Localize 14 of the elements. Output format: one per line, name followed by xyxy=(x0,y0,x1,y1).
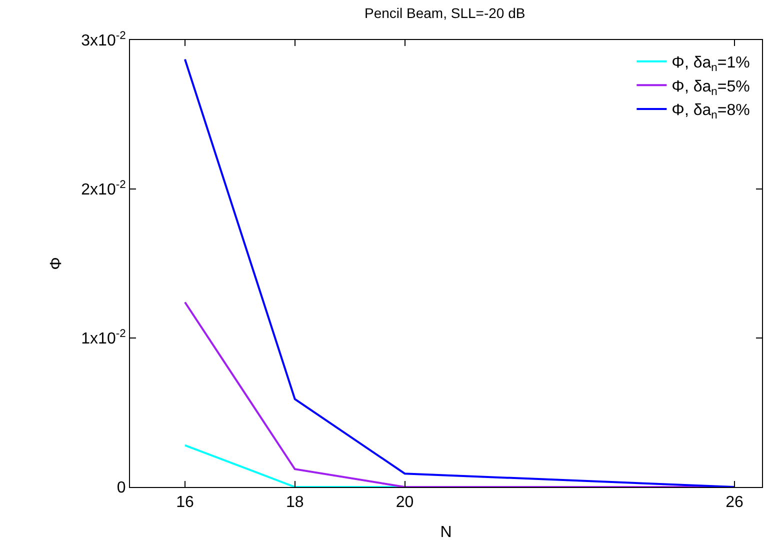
y-tick-label: 3x10$^{-2}$ xyxy=(81,30,126,50)
x-tick-label: 26 xyxy=(726,494,744,512)
legend-label: Φ, δa$_{n}$=5% xyxy=(672,78,750,98)
chart-title: Pencil Beam, SLL=-20 dB xyxy=(364,5,526,22)
legend-label: Φ, δa$_{n}$=1% xyxy=(672,54,750,74)
x-axis-title: N xyxy=(440,524,452,541)
y-tick-label: 2x10$^{-2}$ xyxy=(81,178,126,199)
y-tick-label: 0 xyxy=(116,480,126,497)
y-tick-label: 1x10$^{-2}$ xyxy=(81,328,126,348)
legend-label: Φ, δa$_{n}$=8% xyxy=(672,102,750,122)
x-tick-label: 20 xyxy=(396,494,414,512)
y-axis-title: Φ xyxy=(48,257,66,270)
x-tick-label: 16 xyxy=(176,494,194,512)
x-tick-label: 18 xyxy=(286,494,304,512)
